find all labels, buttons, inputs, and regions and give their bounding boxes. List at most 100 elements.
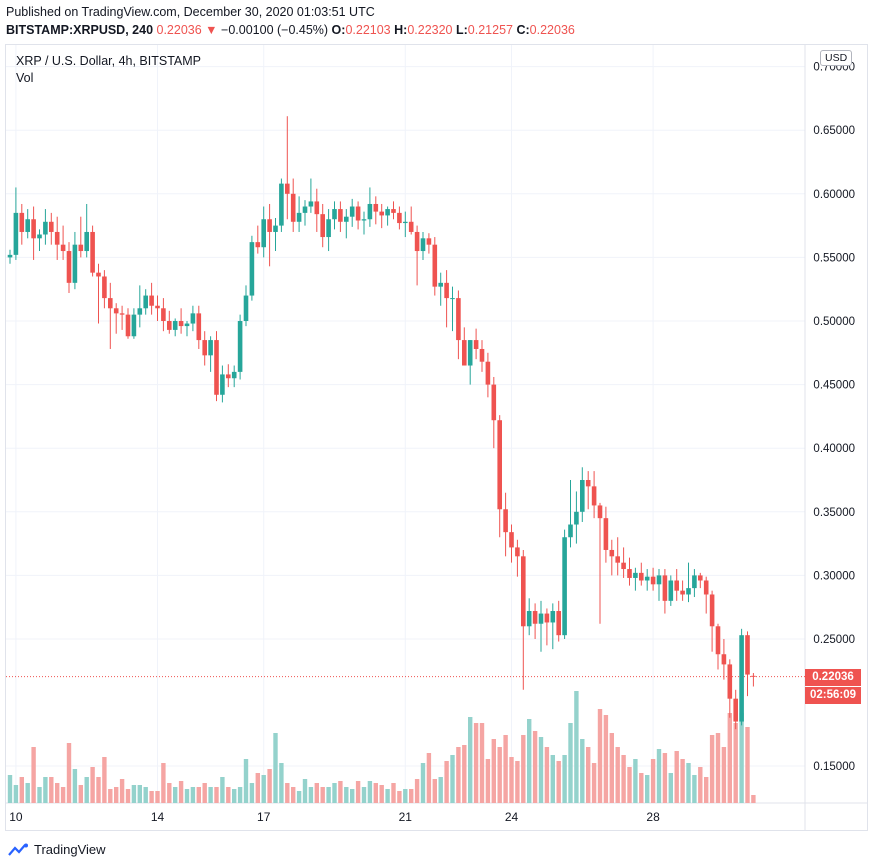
- candle: [462, 327, 467, 366]
- candle-body: [7, 254, 13, 258]
- volume-bar: [155, 791, 160, 803]
- volume-bars: [7, 691, 756, 803]
- volume-bar: [709, 735, 715, 803]
- candle: [509, 524, 514, 563]
- volume-bar: [320, 787, 325, 803]
- volume-bar: [314, 783, 319, 803]
- volume-bar: [727, 713, 732, 803]
- candle: [473, 328, 479, 360]
- candle-body: [214, 340, 219, 395]
- volume-label: Vol: [16, 71, 34, 85]
- volume-bar: [55, 783, 60, 803]
- candle-body: [721, 654, 727, 665]
- candle-body: [562, 537, 567, 636]
- candle: [231, 365, 237, 388]
- volume-bar: [90, 767, 95, 803]
- currency-button[interactable]: USD: [820, 50, 853, 66]
- candle: [267, 203, 272, 267]
- candle-body: [633, 572, 638, 578]
- candle-body: [19, 212, 25, 232]
- candle: [656, 569, 662, 601]
- candle: [49, 212, 54, 245]
- candle: [19, 203, 25, 245]
- candle: [178, 308, 184, 334]
- candle-body: [338, 209, 343, 222]
- volume-bar: [49, 777, 54, 803]
- candle-body: [603, 518, 609, 550]
- candle-body: [703, 580, 709, 595]
- volume-bar: [208, 787, 213, 803]
- volume-bar: [273, 733, 278, 803]
- volume-bar: [450, 755, 455, 803]
- candle-body: [556, 611, 561, 636]
- volume-bar: [196, 787, 201, 803]
- volume-bar: [432, 779, 437, 803]
- volume-bar: [326, 787, 331, 803]
- candle-body: [733, 698, 738, 722]
- candle-body: [84, 231, 89, 252]
- candle-body: [178, 321, 184, 327]
- candle-body: [479, 348, 485, 362]
- candle: [355, 201, 361, 230]
- volume-bar: [178, 781, 184, 803]
- candle: [621, 547, 626, 578]
- candle-body: [172, 321, 178, 330]
- x-tick-label: 10: [9, 810, 23, 824]
- candle: [113, 303, 119, 334]
- candle-body: [13, 212, 19, 255]
- candle: [78, 216, 84, 258]
- volume-bar: [397, 791, 402, 803]
- candle: [285, 116, 290, 220]
- volume-bar: [586, 747, 591, 803]
- volume-bar: [562, 755, 567, 803]
- candle-body: [515, 547, 520, 557]
- volume-bar: [692, 775, 697, 803]
- volume-bar: [13, 785, 19, 803]
- volume-bar: [491, 739, 496, 803]
- candle: [609, 539, 615, 576]
- volume-bar: [261, 775, 266, 803]
- candle: [137, 285, 143, 328]
- candle-body: [361, 219, 367, 221]
- volume-bar: [114, 787, 119, 803]
- volume-bar: [668, 773, 673, 803]
- volume-bar: [497, 747, 502, 803]
- candle: [715, 623, 721, 670]
- volume-bar: [72, 769, 78, 803]
- volume-bar: [161, 763, 166, 803]
- candle: [644, 569, 650, 591]
- grid-lines: [6, 45, 868, 830]
- candle-body: [167, 321, 172, 330]
- volume-bar: [190, 787, 196, 803]
- volume-bar: [444, 761, 449, 803]
- volume-bar: [538, 737, 544, 803]
- candle: [302, 200, 308, 226]
- x-tick-label: 21: [399, 810, 413, 824]
- candle-body: [509, 532, 514, 548]
- candle: [680, 580, 685, 601]
- candle: [31, 206, 36, 260]
- volume-bar: [226, 787, 231, 803]
- volume-bar: [102, 757, 107, 803]
- volume-bar: [60, 787, 66, 803]
- candle: [532, 603, 538, 639]
- candle: [692, 569, 697, 598]
- open-value: 0.22103: [345, 23, 391, 37]
- candle: [597, 502, 603, 624]
- candle-body: [43, 221, 48, 235]
- volume-bar: [232, 789, 237, 803]
- candle: [161, 298, 166, 332]
- candle: [550, 603, 556, 650]
- volume-bar: [308, 787, 314, 803]
- candle-body: [385, 209, 390, 216]
- tradingview-logo[interactable]: TradingView: [8, 842, 106, 857]
- volume-bar: [633, 759, 638, 803]
- volume-bar: [420, 763, 426, 803]
- candle: [273, 217, 278, 252]
- volume-bar: [173, 787, 178, 803]
- volume-bar: [568, 723, 573, 803]
- candle-body: [25, 219, 30, 232]
- candle: [503, 492, 508, 557]
- last-price-tag: 0.22036: [805, 668, 861, 686]
